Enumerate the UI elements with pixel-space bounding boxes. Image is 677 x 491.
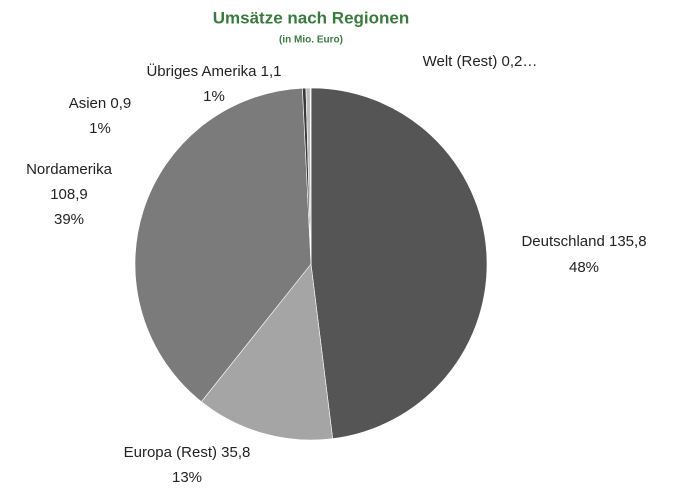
data-label-part: 108,9 [50, 186, 88, 203]
data-label: Deutschland 135,8 [521, 233, 646, 250]
data-label-part: Asien [69, 95, 107, 112]
data-label: Übriges Amerika 1,1 [146, 62, 281, 80]
data-label-part: 0,9 [110, 95, 131, 112]
data-label-part: Deutschland [521, 233, 604, 250]
chart-subtitle: (in Mio. Euro) [279, 35, 343, 46]
data-label-part: 1% [203, 88, 225, 105]
data-label-part: 0,2… [502, 53, 538, 70]
pie-slice [310, 87, 488, 439]
chart-title: Umsätze nach Regionen [213, 8, 410, 27]
data-label: 108,9 [50, 186, 88, 203]
data-label-part: Welt (Rest) [423, 53, 498, 70]
data-label-part: 135,8 [609, 233, 647, 250]
data-label: Asien 0,9 [69, 95, 132, 112]
data-label-part: 13% [172, 469, 202, 486]
data-label: Welt (Rest) 0,2… [423, 53, 538, 70]
data-label-part: Nordamerika [26, 161, 113, 178]
data-label-part: 48% [569, 259, 599, 276]
data-label: Nordamerika [26, 161, 113, 178]
data-label: 1% [89, 120, 111, 137]
pie-slice [200, 263, 333, 441]
data-label: 1% [203, 88, 225, 105]
data-label-part: 1,1 [261, 63, 282, 80]
data-label: Europa (Rest) 35,8 [124, 444, 251, 461]
pie-slice [134, 87, 312, 403]
data-label: 39% [54, 211, 84, 228]
data-label: 48% [569, 259, 599, 276]
data-label: 13% [172, 469, 202, 486]
pie-slice [309, 87, 312, 265]
data-label-part: Europa (Rest) [124, 444, 217, 461]
data-label-part: 1% [89, 120, 111, 137]
data-label-part: 39% [54, 211, 84, 228]
data-label-part: 35,8 [221, 444, 250, 461]
data-label-part: Übriges Amerika [146, 62, 257, 80]
